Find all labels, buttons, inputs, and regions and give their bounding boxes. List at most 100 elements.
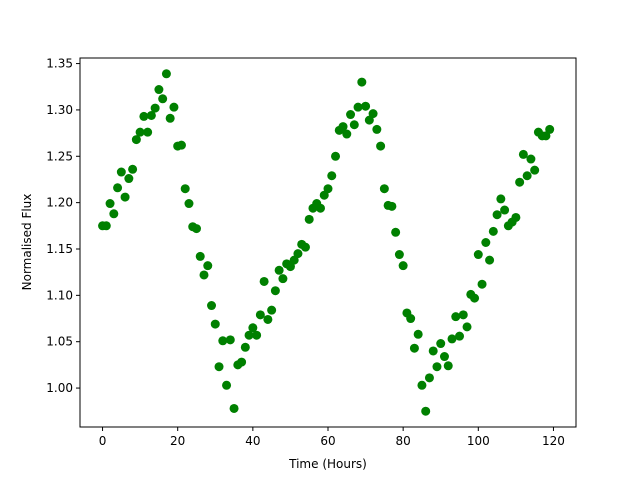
data-point <box>481 238 491 247</box>
data-point <box>300 242 310 252</box>
data-point <box>372 124 382 134</box>
data-point <box>210 319 220 329</box>
data-point <box>116 167 126 177</box>
y-tick-label: 1.15 <box>46 242 73 256</box>
data-point <box>477 279 487 289</box>
data-point <box>342 129 352 139</box>
y-tick-label: 1.35 <box>46 57 73 71</box>
data-point <box>323 184 333 194</box>
data-point <box>530 165 540 175</box>
data-point <box>436 339 446 349</box>
data-point <box>522 171 532 181</box>
data-point <box>176 140 186 150</box>
data-point <box>150 103 160 113</box>
data-point <box>184 199 194 209</box>
data-point <box>541 131 551 141</box>
data-point <box>349 120 359 130</box>
data-point <box>128 164 138 174</box>
data-point <box>394 250 404 260</box>
data-point <box>315 203 325 213</box>
data-point <box>131 135 141 145</box>
data-point <box>357 77 367 87</box>
data-point <box>470 293 480 303</box>
data-point <box>229 403 239 413</box>
data-point <box>255 310 265 320</box>
data-point <box>398 261 408 271</box>
data-point <box>443 361 453 371</box>
data-point <box>485 255 495 265</box>
data-point <box>376 141 386 151</box>
x-tick-label: 20 <box>170 434 185 448</box>
data-point <box>252 330 262 340</box>
x-tick-label: 80 <box>396 434 411 448</box>
x-tick-label: 40 <box>245 434 260 448</box>
y-tick-label: 1.10 <box>46 288 73 302</box>
data-point <box>259 276 269 286</box>
data-point <box>248 323 258 333</box>
x-tick-label: 100 <box>467 434 490 448</box>
data-point <box>518 149 528 159</box>
y-tick-label: 1.00 <box>46 381 73 395</box>
data-point <box>225 335 235 345</box>
data-point <box>199 270 209 280</box>
data-point <box>146 110 156 120</box>
data-point <box>289 255 299 265</box>
data-point <box>244 330 254 340</box>
data-point <box>364 115 374 125</box>
data-point <box>278 274 288 284</box>
data-point <box>473 250 483 260</box>
data-point <box>488 226 498 236</box>
data-point <box>267 305 277 315</box>
data-point <box>214 362 224 372</box>
data-point <box>274 265 284 275</box>
y-axis-label: Normalised Flux <box>20 194 34 291</box>
data-point <box>455 331 465 341</box>
data-point <box>428 346 438 356</box>
data-point <box>191 224 201 234</box>
data-point <box>222 380 232 390</box>
data-point <box>165 113 175 123</box>
data-point <box>353 102 363 112</box>
data-point <box>496 194 506 204</box>
data-point <box>154 85 164 95</box>
y-axis-ticks: 1.00 1.05 1.10 1.15 1.20 1.25 1.30 1.35 <box>46 57 80 395</box>
x-tick-label: 0 <box>99 434 107 448</box>
data-point <box>511 212 521 222</box>
data-points <box>98 69 555 416</box>
data-point <box>161 69 171 79</box>
data-point <box>101 221 111 231</box>
data-point <box>409 343 419 353</box>
data-point <box>180 184 190 194</box>
y-tick-label: 1.20 <box>46 196 73 210</box>
data-point <box>500 205 510 215</box>
data-point <box>417 380 427 390</box>
data-point <box>331 151 341 161</box>
data-point <box>237 357 247 367</box>
data-point <box>293 249 303 259</box>
data-point <box>285 262 295 272</box>
x-tick-label: 60 <box>320 434 335 448</box>
data-point <box>319 190 329 200</box>
data-point <box>515 177 525 187</box>
data-point <box>240 342 250 352</box>
x-axis-label: Time (Hours) <box>288 457 367 471</box>
data-point <box>421 406 431 416</box>
data-point <box>492 210 502 220</box>
y-tick-label: 1.25 <box>46 149 73 163</box>
data-point <box>120 192 130 202</box>
data-point <box>424 373 434 383</box>
data-point <box>158 94 168 104</box>
data-point <box>135 127 145 137</box>
data-point <box>346 110 356 120</box>
data-point <box>203 261 213 271</box>
x-tick-label: 120 <box>542 434 565 448</box>
data-point <box>270 286 280 296</box>
data-point <box>406 314 416 324</box>
data-point <box>218 336 228 346</box>
data-point <box>413 329 423 339</box>
data-point <box>109 209 119 219</box>
data-point <box>379 184 389 194</box>
data-point <box>327 171 337 181</box>
data-point <box>338 122 348 132</box>
